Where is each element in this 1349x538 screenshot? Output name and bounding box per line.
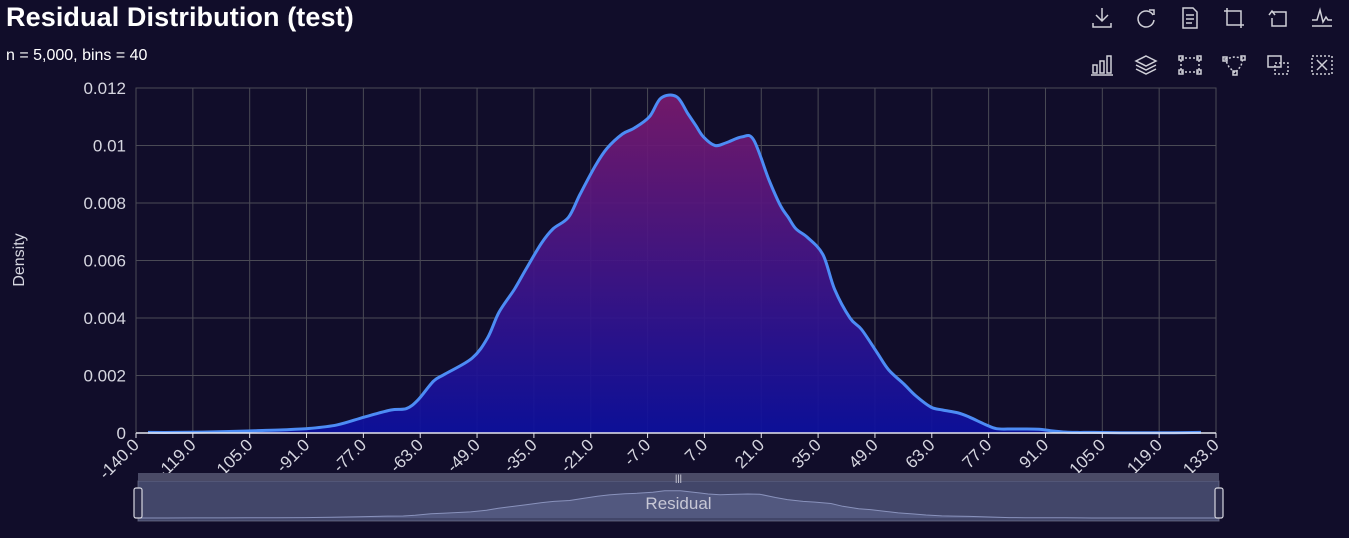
y-axis-title: Density (11, 233, 28, 286)
stack-icon[interactable] (1134, 53, 1158, 77)
zoom-move-handle-icon[interactable]: ||| (675, 473, 682, 483)
x-tick-label: 119.0 (1123, 435, 1166, 478)
zoom-reset-icon[interactable] (1266, 6, 1290, 30)
page-title: Residual Distribution (test) (6, 2, 354, 32)
x-tick-label: 133.0 (1179, 435, 1223, 479)
x-tick-label: 63.0 (902, 435, 939, 472)
x-tick-label: -35.0 (500, 435, 541, 476)
chart-subtitle: n = 5,000, bins = 40 (6, 47, 148, 64)
zoom-preview-area (138, 490, 1219, 518)
zoom-handle-start[interactable] (133, 487, 143, 519)
x-tick-label: -49.0 (443, 435, 484, 476)
y-tick-label: 0.01 (93, 137, 126, 156)
zoom-slider[interactable]: ||| Residual (133, 473, 1224, 522)
x-tick-label: 77.0 (959, 435, 996, 472)
x-tick-label: 35.0 (788, 435, 825, 472)
zoom-move-bar[interactable] (138, 473, 1219, 481)
y-tick-label: 0.006 (83, 252, 126, 271)
keep-select-icon[interactable] (1266, 53, 1290, 77)
x-tick-label: 49.0 (845, 435, 882, 472)
clear-select-icon[interactable] (1310, 53, 1334, 77)
x-tick-label: -77.0 (329, 435, 370, 476)
refresh-icon[interactable] (1134, 6, 1158, 30)
x-tick-label: -7.0 (620, 435, 654, 469)
zoom-preview-line (138, 490, 1219, 519)
zoom-slider-label: Residual (645, 494, 711, 513)
x-tick-label: 105.0 (1066, 435, 1110, 479)
rect-select-icon[interactable] (1178, 53, 1202, 77)
download-icon[interactable] (1090, 6, 1114, 30)
lasso-select-icon[interactable] (1222, 53, 1246, 77)
y-tick-label: 0.002 (83, 367, 126, 386)
density-line (147, 93, 1202, 435)
data-view-icon[interactable] (1178, 6, 1202, 30)
bar-chart-icon[interactable] (1090, 53, 1114, 77)
zoom-handle-end[interactable] (1214, 487, 1224, 519)
y-tick-label: 0.012 (83, 79, 126, 98)
x-tick-label: 21.0 (731, 435, 768, 472)
line-chart-icon[interactable] (1310, 6, 1334, 30)
y-tick-label: 0.008 (83, 194, 126, 213)
x-tick-label: 7.0 (681, 435, 711, 465)
x-tick-label: -21.0 (557, 435, 598, 476)
y-tick-label: 0 (117, 424, 126, 443)
density-area (148, 95, 1201, 433)
x-tick-label: -91.0 (273, 435, 314, 476)
zoom-icon[interactable] (1222, 6, 1246, 30)
y-tick-label: 0.004 (83, 309, 126, 328)
x-tick-label: -63.0 (386, 435, 427, 476)
zoom-selection[interactable] (138, 481, 1219, 521)
chart-toolbox (1090, 6, 1340, 81)
x-tick-label: 91.0 (1015, 435, 1052, 472)
